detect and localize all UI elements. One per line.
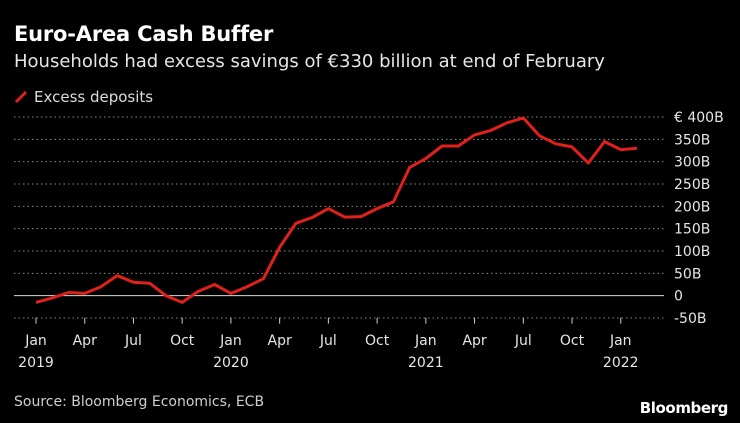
y-tick-label: -50B	[674, 311, 706, 327]
x-tick-label: Jul	[124, 333, 142, 349]
y-tick-label: 200B	[674, 199, 710, 215]
x-year-label: 2022	[603, 355, 639, 371]
y-tick-label: 0	[674, 289, 683, 305]
y-tick-label: 50B	[674, 266, 701, 282]
x-tick-label: Jul	[319, 333, 337, 349]
y-axis-labels: € 400B 350B 300B 250B 200B 150B 100B 50B 0 -50B	[674, 110, 724, 327]
series-line-excess-deposits	[35, 116, 638, 304]
x-tick-label: Jan	[219, 333, 242, 349]
x-tick-label: Jan	[414, 333, 437, 349]
x-tick-label: Oct	[560, 333, 585, 349]
x-tick-label: Jan	[24, 333, 47, 349]
x-tick-label: Jan	[609, 333, 632, 349]
x-year-label: 2021	[408, 355, 444, 371]
source-note: Source: Bloomberg Economics, ECB	[14, 394, 265, 410]
series-lines	[35, 116, 638, 304]
x-tick-label: Oct	[365, 333, 390, 349]
legend-label: Excess deposits	[34, 88, 154, 106]
x-tick-label: Jul	[514, 333, 532, 349]
y-tick-label: 300B	[674, 155, 710, 171]
y-tick-label: € 400B	[674, 110, 724, 126]
bloomberg-logo: Bloomberg	[639, 399, 729, 417]
y-tick-label: 350B	[674, 132, 710, 148]
x-year-label: 2019	[18, 355, 54, 371]
legend-line-icon	[14, 90, 28, 104]
gridlines	[14, 116, 664, 319]
x-tick-label: Apr	[73, 333, 97, 349]
y-tick-label: 100B	[674, 244, 710, 260]
x-year-label: 2020	[213, 355, 249, 371]
x-axis: Jan 2019 Apr Jul Oct Jan 2020 Apr Jul Oct Jan 2021 A…	[18, 317, 639, 371]
chart-title: Euro-Area Cash Buffer	[14, 22, 274, 46]
x-tick-label: Apr	[462, 333, 486, 349]
x-tick-label: Oct	[170, 333, 195, 349]
x-tick-label: Apr	[268, 333, 292, 349]
chart-subtitle: Households had excess savings of €330 bi…	[14, 51, 605, 72]
y-tick-label: 250B	[674, 177, 710, 193]
legend: Excess deposits	[14, 88, 153, 106]
y-tick-label: 150B	[674, 222, 710, 238]
